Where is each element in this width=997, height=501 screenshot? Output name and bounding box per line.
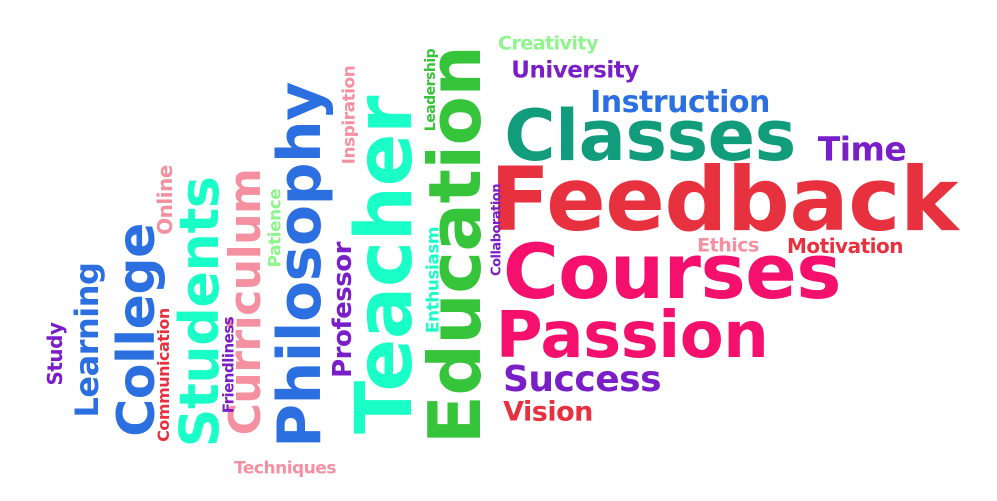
word-online: Online — [153, 165, 177, 235]
word-vision: Vision — [503, 396, 593, 428]
word-collaboration: Collaboration — [489, 184, 505, 276]
word-motivation: Motivation — [787, 234, 904, 258]
word-patience: Patience — [265, 188, 286, 268]
word-courses: Courses — [502, 227, 842, 316]
word-time: Time — [817, 129, 907, 169]
word-leadership: Leadership — [423, 48, 439, 132]
word-enthusiasm: Enthusiasm — [423, 226, 444, 334]
word-techniques: Techniques — [234, 458, 336, 479]
word-instruction: Instruction — [590, 85, 770, 120]
word-feedback: Feedback — [490, 148, 958, 251]
word-communication: Communication — [154, 308, 173, 442]
word-learning: Learning — [68, 262, 106, 418]
word-inspiration: Inspiration — [339, 65, 360, 165]
word-passion: Passion — [495, 299, 769, 373]
word-study: Study — [43, 322, 67, 386]
word-ethics: Ethics — [697, 234, 759, 257]
word-university: University — [511, 57, 639, 84]
word-creativity: Creativity — [498, 32, 598, 55]
word-classes: Classes — [504, 95, 796, 177]
word-professor: Professor — [328, 242, 358, 378]
word-success: Success — [502, 359, 662, 400]
word-friendliness: Friendliness — [219, 316, 238, 414]
